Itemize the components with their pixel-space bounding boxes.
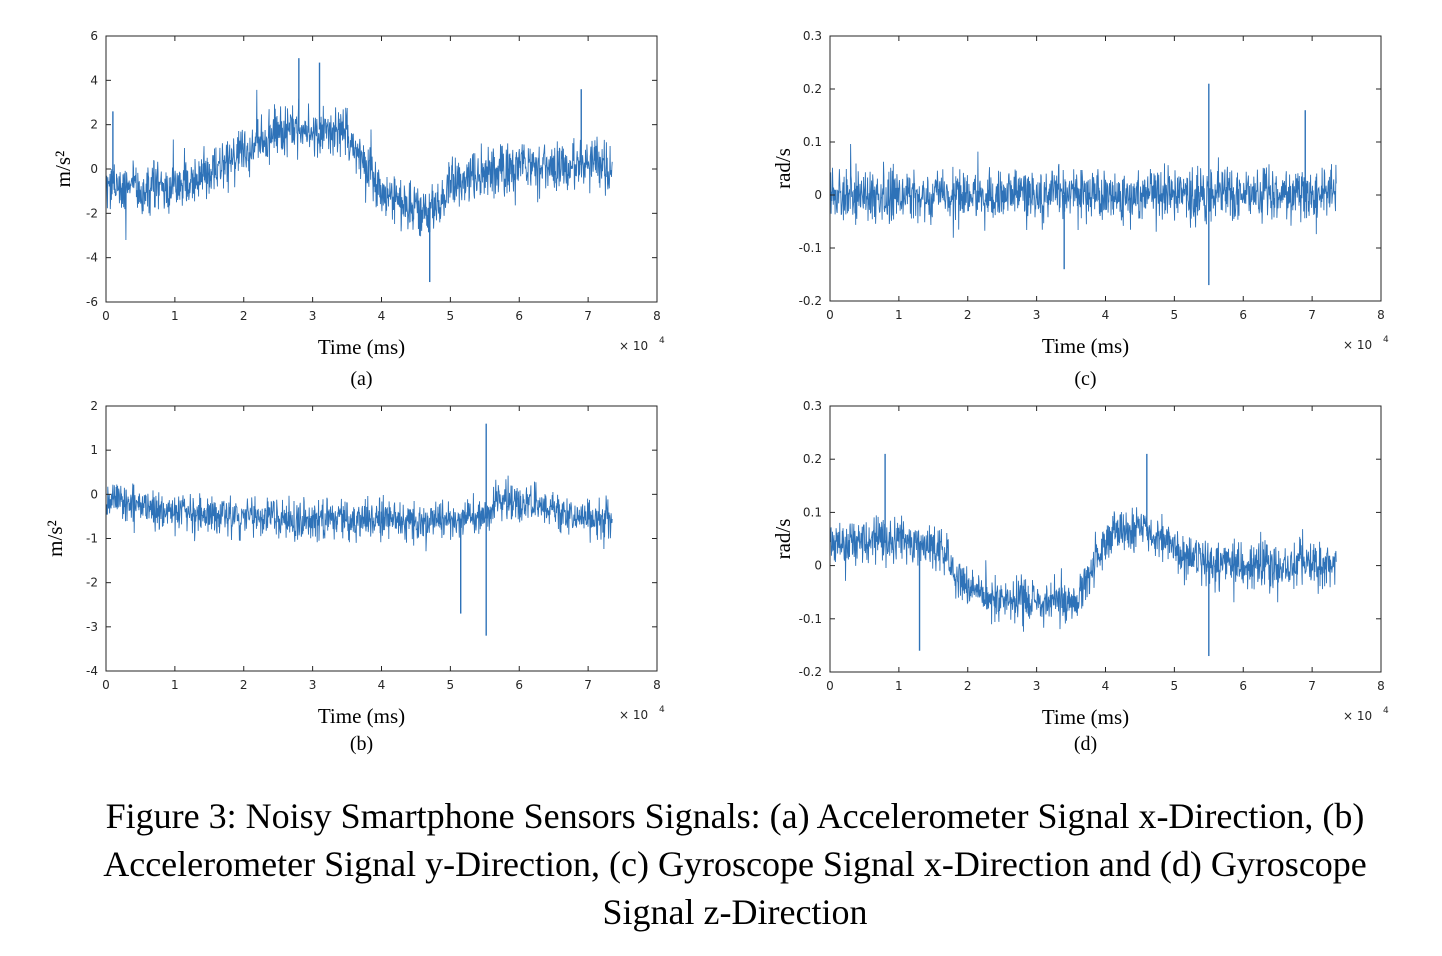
y-tick-label-a: -6 [86,295,98,309]
y-tick-label-d: -0.1 [799,612,822,626]
x-tick-label-c: 2 [964,308,972,322]
x-tick-label-d: 3 [1033,679,1041,693]
x-tick-label-c: 3 [1033,308,1041,322]
chart-panel-c: 0 1 2 3 4 5 6 7 8 -0.2 -0.1 0 0.1 0.2 0.3 × 10 4 Time (ms… [771,29,1389,390]
y-axis-label-a: m/s² [51,151,75,188]
panel-label-a: (a) [350,368,372,390]
x-tick-label-d: 8 [1377,679,1385,693]
y-tick-label-d: 0.1 [803,505,822,519]
y-tick-label-c: 0.2 [803,82,822,96]
signal-line-a [105,89,613,241]
x-exponent-label-c: × 10 [1343,338,1372,352]
x-exponent-c: 4 [1383,335,1389,345]
y-tick-label-d: 0.3 [803,399,822,413]
y-tick-label-c: 0.3 [803,29,822,43]
y-tick-label-b: 2 [90,399,98,413]
x-tick-label-b: 3 [309,678,317,692]
x-axis-label-c: Time (ms) [1042,334,1129,358]
y-tick-label-c: -0.1 [799,241,822,255]
x-tick-label-b: 0 [102,678,110,692]
chart-panel-d: 0 1 2 3 4 5 6 7 8 -0.2 -0.1 0 0.1 0.2 0.3 × 10 4 Time (ms… [771,399,1389,755]
x-tick-label-d: 6 [1239,679,1247,693]
y-tick-label-a: 4 [90,73,98,87]
x-tick-label-b: 2 [240,678,248,692]
plot-area-d [829,405,1382,673]
panel-label-b: (b) [350,733,373,755]
x-tick-label-d: 5 [1171,679,1179,693]
x-exponent-b: 4 [659,705,665,715]
x-tick-label-a: 0 [102,309,110,323]
x-tick-label-d: 2 [964,679,972,693]
x-tick-label-a: 6 [515,309,523,323]
x-tick-label-a: 3 [309,309,317,323]
signal-line-d [829,507,1337,632]
y-axis-label-d: rad/s [771,519,795,560]
x-tick-label-b: 7 [584,678,592,692]
x-axis-label-d: Time (ms) [1042,705,1129,729]
y-tick-label-d: 0 [814,559,822,573]
y-tick-label-b: -2 [86,576,98,590]
x-exponent-d: 4 [1383,706,1389,716]
y-tick-label-c: 0 [814,188,822,202]
figure: 0 1 2 3 4 5 6 7 8 -6 -4 -2 0 2 4 6 × 10 4 Time (ms) m/s² (a)… [43,29,1389,755]
y-tick-label-a: 0 [90,162,98,176]
signal-line-b [105,475,613,552]
y-tick-label-a: -4 [86,251,98,265]
x-tick-label-a: 8 [653,309,661,323]
y-tick-label-a: 6 [90,29,98,43]
x-tick-label-c: 1 [895,308,903,322]
x-exponent-label-d: × 10 [1343,709,1372,723]
chart-panel-b: 0 1 2 3 4 5 6 7 8 -4 -3 -2 -1 0 1 2 × 10 4 Time (ms) m/s² (b… [43,399,665,755]
x-exponent-label-a: × 10 [619,339,648,353]
panel-label-d: (d) [1074,733,1097,755]
x-tick-label-c: 0 [826,308,834,322]
x-tick-label-d: 7 [1308,679,1316,693]
y-tick-label-a: -2 [86,206,98,220]
x-tick-label-a: 5 [447,309,455,323]
x-tick-label-c: 4 [1102,308,1110,322]
x-exponent-a: 4 [659,336,665,346]
y-tick-label-d: -0.2 [799,665,822,679]
signal-line-c [829,143,1337,238]
y-axis-label-c: rad/s [771,148,795,189]
x-axis-label-a: Time (ms) [318,335,405,359]
x-tick-label-c: 5 [1171,308,1179,322]
y-tick-label-a: 2 [90,118,98,132]
x-tick-label-d: 0 [826,679,834,693]
x-tick-label-d: 4 [1102,679,1110,693]
x-tick-label-a: 7 [584,309,592,323]
x-tick-label-d: 1 [895,679,903,693]
y-tick-label-c: -0.2 [799,294,822,308]
y-tick-label-d: 0.2 [803,452,822,466]
plot-area-b [105,405,658,672]
panel-label-c: (c) [1074,368,1096,390]
x-tick-label-b: 5 [447,678,455,692]
figure-caption: Figure 3: Noisy Smartphone Sensors Signa… [103,796,1367,932]
y-tick-label-b: -1 [86,532,98,546]
plot-area-c [829,35,1382,302]
x-tick-label-a: 4 [378,309,386,323]
y-tick-label-b: -3 [86,620,98,634]
x-tick-label-c: 6 [1239,308,1247,322]
x-tick-label-b: 8 [653,678,661,692]
y-axis-label-b: m/s² [43,520,67,557]
y-tick-label-c: 0.1 [803,135,822,149]
x-exponent-label-b: × 10 [619,708,648,722]
y-tick-label-b: 0 [90,487,98,501]
chart-panel-a: 0 1 2 3 4 5 6 7 8 -6 -4 -2 0 2 4 6 × 10 4 Time (ms) m/s² (a) [51,29,665,390]
y-tick-label-b: -4 [86,664,98,678]
x-tick-label-c: 7 [1308,308,1316,322]
x-tick-label-a: 2 [240,309,248,323]
x-tick-label-c: 8 [1377,308,1385,322]
x-tick-label-b: 1 [171,678,179,692]
y-tick-label-b: 1 [90,443,98,457]
x-tick-label-b: 4 [378,678,386,692]
x-axis-label-b: Time (ms) [318,704,405,728]
x-tick-label-b: 6 [515,678,523,692]
x-tick-label-a: 1 [171,309,179,323]
